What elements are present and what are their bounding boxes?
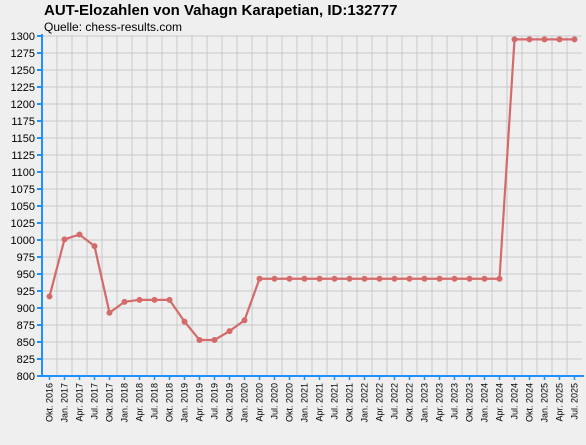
x-tick-label: Jan. 2022 [360,383,370,423]
x-tick-label: Okt. 2024 [525,383,535,422]
data-point [466,275,473,282]
x-tick-label: Okt. 2017 [105,383,115,422]
x-tick-label: Okt. 2021 [345,383,355,422]
x-tick-label: Jan. 2018 [120,383,130,423]
data-point [136,296,143,303]
data-point [241,317,248,324]
data-point [226,328,233,335]
x-tick-label: Apr. 2021 [315,383,325,422]
data-point [181,318,188,325]
y-tick-label: 1225 [11,82,35,94]
x-tick-label: Jan. 2020 [240,383,250,423]
y-tick-label: 850 [17,337,35,349]
x-tick-label: Apr. 2022 [375,383,385,422]
data-point [556,36,563,43]
data-point [301,275,308,282]
y-tick-label: 875 [17,320,35,332]
x-tick-label: Apr. 2019 [195,383,205,422]
data-point [526,36,533,43]
data-point [166,296,173,303]
data-point [361,275,368,282]
y-tick-label: 950 [17,269,35,281]
x-tick-label: Okt. 2016 [45,383,55,422]
y-tick-label: 1050 [11,201,35,213]
y-tick-label: 900 [17,303,35,315]
data-point [391,275,398,282]
y-tick-label: 825 [17,354,35,366]
data-point [76,231,83,238]
y-tick-label: 975 [17,252,35,264]
y-tick-label: 800 [17,371,35,383]
x-tick-label: Okt. 2023 [465,383,475,422]
data-point [121,298,128,305]
x-tick-label: Jul. 2025 [570,383,580,420]
data-point [211,336,218,343]
x-tick-label: Okt. 2022 [405,383,415,422]
x-tick-label: Okt. 2019 [225,383,235,422]
x-tick-label: Apr. 2024 [495,383,505,422]
data-point [256,275,263,282]
data-point [91,243,98,250]
y-tick-label: 1100 [11,167,35,179]
y-tick-label: 1075 [11,184,35,196]
data-point [286,275,293,282]
x-tick-label: Jan. 2024 [480,383,490,423]
chart-title: AUT-Elozahlen von Vahagn Karapetian, ID:… [44,2,398,19]
data-point [316,275,323,282]
data-point [346,275,353,282]
x-tick-label: Okt. 2020 [285,383,295,422]
x-tick-label: Apr. 2023 [435,383,445,422]
data-point [271,275,278,282]
y-tick-label: 1000 [11,235,35,247]
x-tick-label: Apr. 2025 [555,383,565,422]
x-tick-label: Jul. 2018 [150,383,160,420]
x-tick-label: Jan. 2023 [420,383,430,423]
x-tick-label: Okt. 2018 [165,383,175,422]
data-point [571,36,578,43]
data-point [496,275,503,282]
data-point [61,236,68,243]
y-tick-label: 1175 [11,116,35,128]
x-tick-label: Jan. 2025 [540,383,550,423]
x-tick-label: Jul. 2023 [450,383,460,420]
x-tick-label: Jan. 2017 [60,383,70,423]
y-tick-label: 1300 [11,31,35,43]
data-point [406,275,413,282]
data-point [421,275,428,282]
data-point [511,36,518,43]
y-tick-label: 1275 [11,48,35,60]
y-tick-label: 1125 [11,150,35,162]
x-tick-label: Jul. 2019 [210,383,220,420]
y-tick-label: 1250 [11,65,35,77]
data-point [106,309,113,316]
x-tick-label: Jul. 2021 [330,383,340,420]
data-point [541,36,548,43]
data-point [481,275,488,282]
x-tick-label: Apr. 2020 [255,383,265,422]
x-tick-label: Jan. 2021 [300,383,310,423]
y-tick-label: 1150 [11,133,35,145]
chart-subtitle: Quelle: chess-results.com [44,20,183,34]
data-point [196,336,203,343]
x-tick-label: Jul. 2024 [510,383,520,420]
data-point [436,275,443,282]
x-tick-label: Apr. 2018 [135,383,145,422]
data-point [46,293,53,300]
y-tick-label: 1025 [11,218,35,230]
x-tick-label: Jul. 2017 [90,383,100,420]
x-tick-label: Jan. 2019 [180,383,190,423]
x-tick-label: Jul. 2022 [390,383,400,420]
y-tick-label: 1200 [11,99,35,111]
y-tick-label: 925 [17,286,35,298]
data-point [151,296,158,303]
x-tick-label: Jul. 2020 [270,383,280,420]
data-point [451,275,458,282]
data-point [331,275,338,282]
data-point [376,275,383,282]
x-tick-label: Apr. 2017 [75,383,85,422]
